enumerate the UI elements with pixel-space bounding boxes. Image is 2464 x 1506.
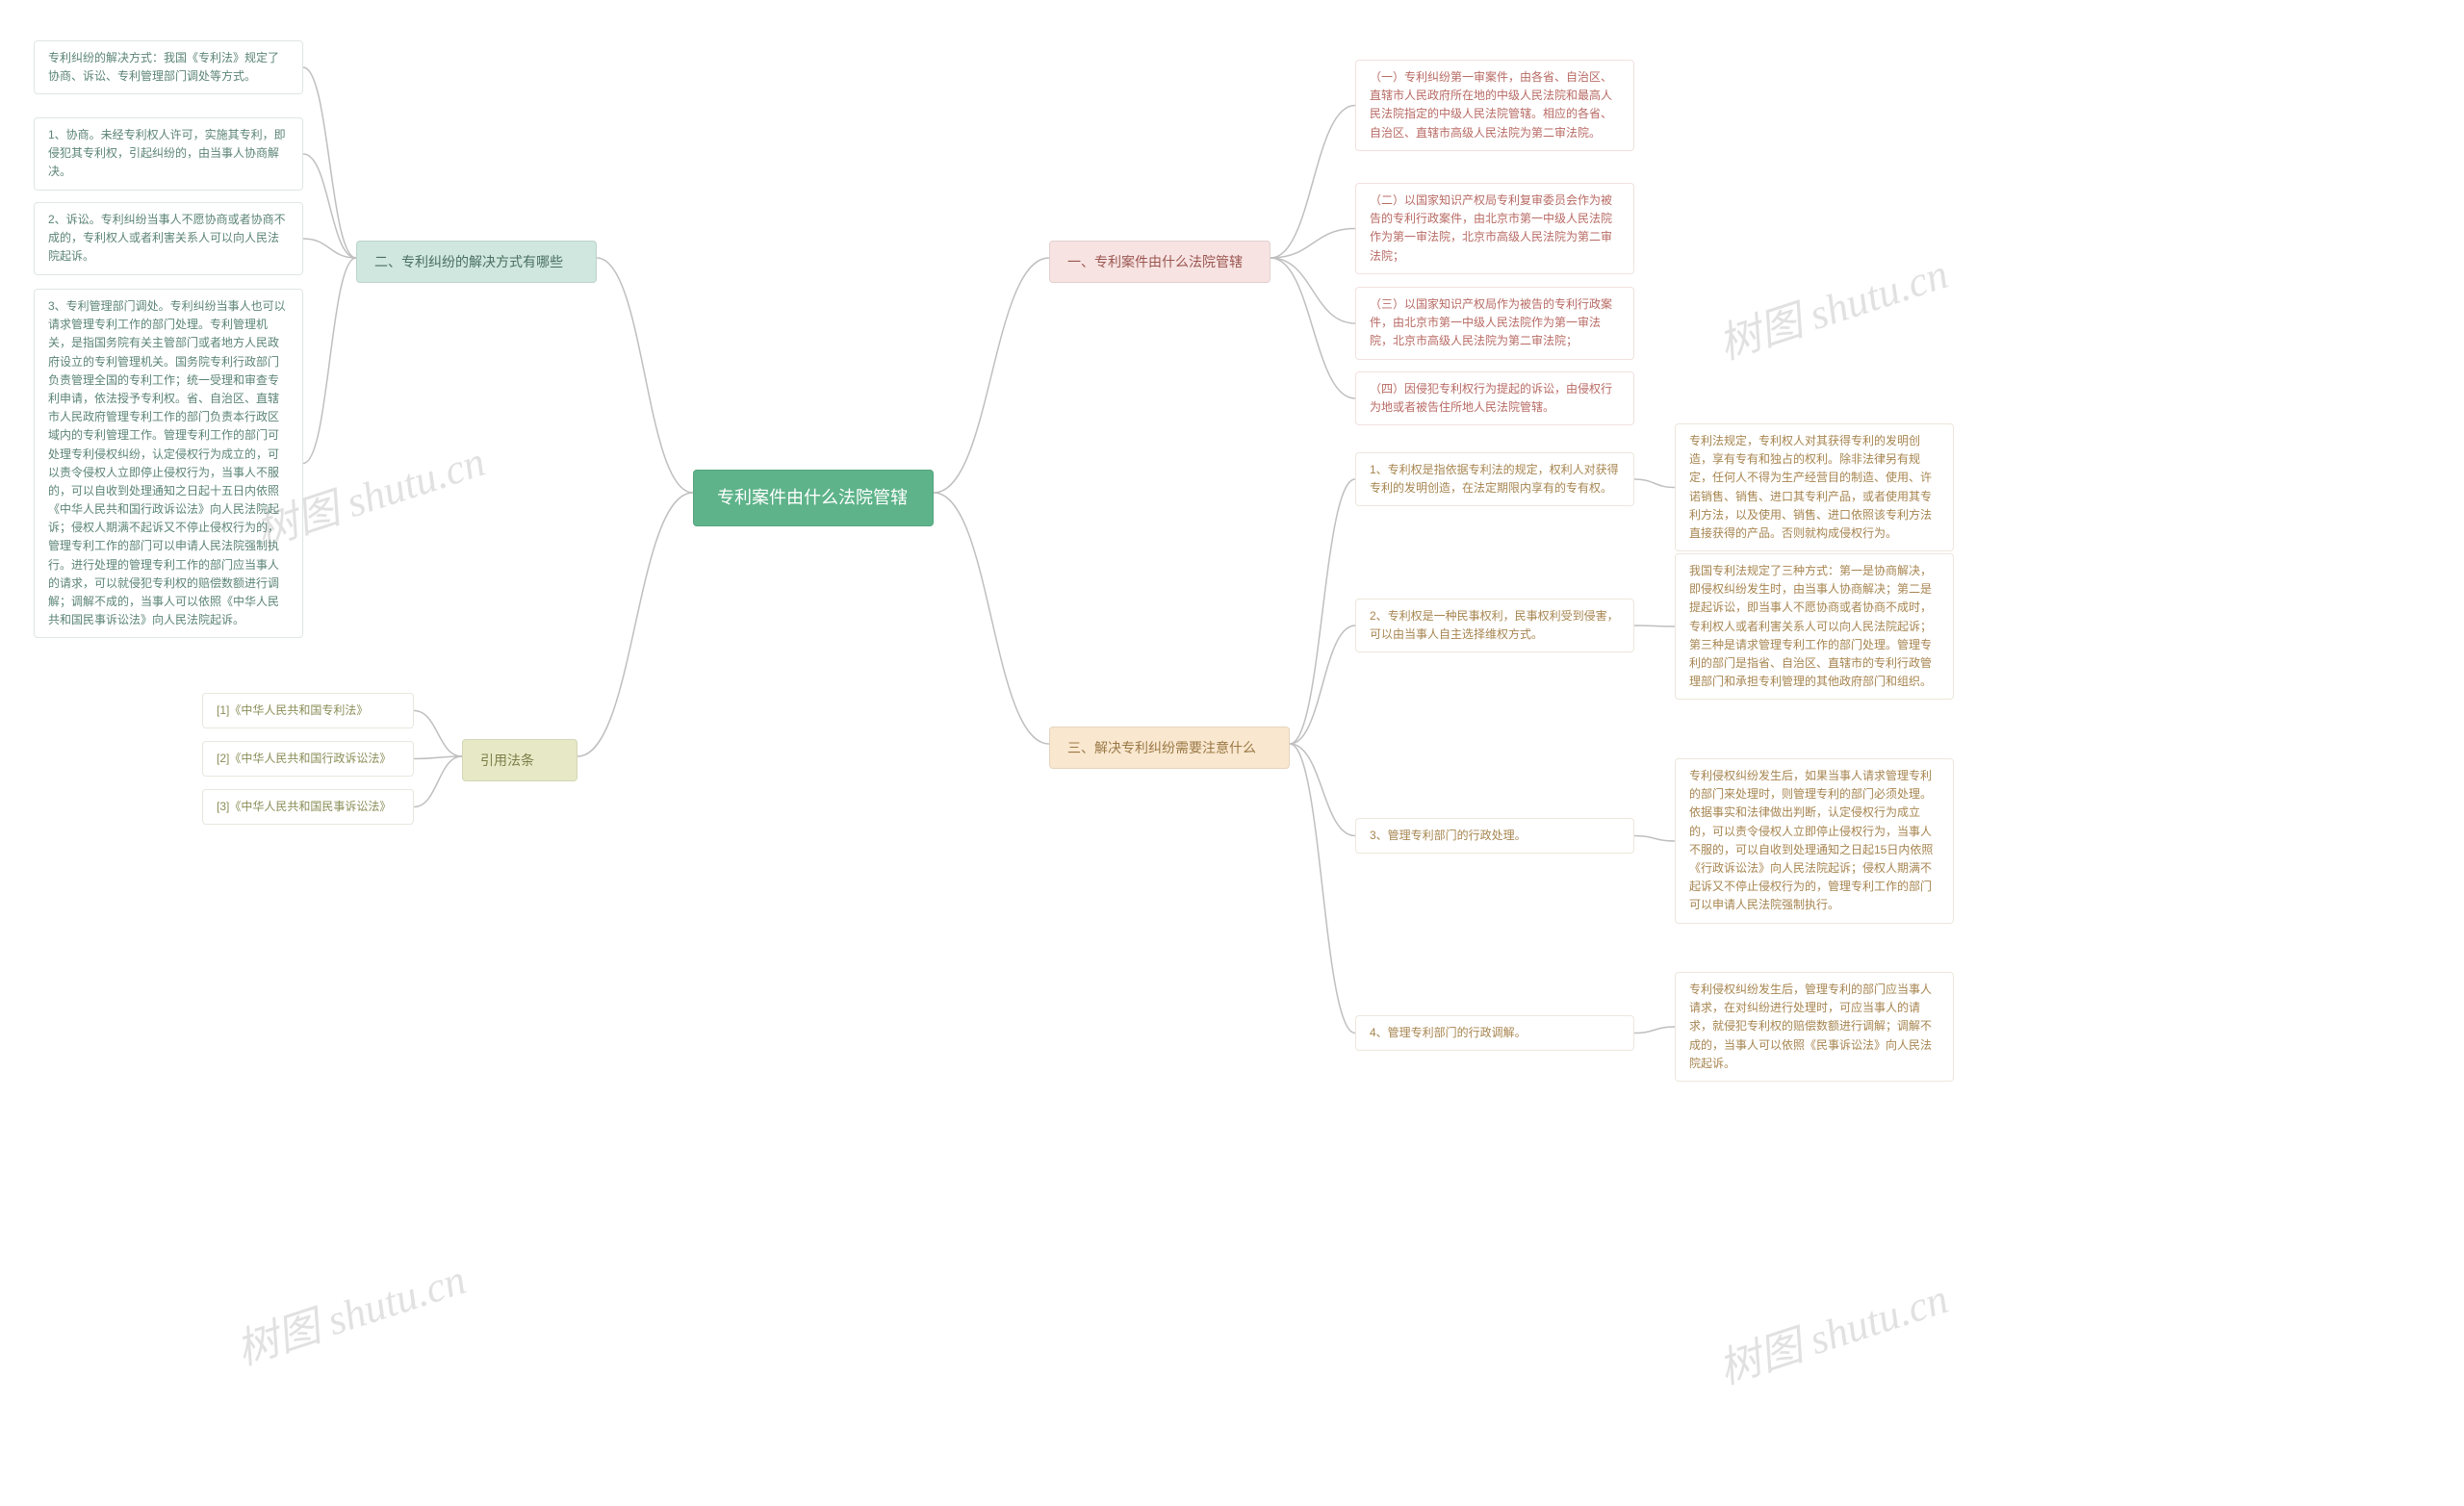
subleaf-node: 我国专利法规定了三种方式：第一是协商解决，即侵权纠纷发生时，由当事人协商解决；第…	[1675, 553, 1954, 700]
leaf-node: 1、协商。未经专利权人许可，实施其专利，即侵犯其专利权，引起纠纷的，由当事人协商…	[34, 117, 303, 191]
branch-node[interactable]: 三、解决专利纠纷需要注意什么	[1049, 727, 1290, 769]
leaf-node: 4、管理专利部门的行政调解。	[1355, 1015, 1634, 1051]
leaf-node: 3、专利管理部门调处。专利纠纷当事人也可以请求管理专利工作的部门处理。专利管理机…	[34, 289, 303, 638]
leaf-node: 专利纠纷的解决方式：我国《专利法》规定了协商、诉讼、专利管理部门调处等方式。	[34, 40, 303, 94]
leaf-node: 2、专利权是一种民事权利，民事权利受到侵害，可以由当事人自主选择维权方式。	[1355, 599, 1634, 652]
branch-node[interactable]: 引用法条	[462, 739, 578, 781]
leaf-node: 1、专利权是指依据专利法的规定，权利人对获得专利的发明创造，在法定期限内享有的专…	[1355, 452, 1634, 506]
watermark: 树图 shutu.cn	[227, 1244, 473, 1376]
leaf-node: [1]《中华人民共和国专利法》	[202, 693, 414, 728]
mindmap-canvas: 专利案件由什么法院管辖 一、专利案件由什么法院管辖 （一）专利纠纷第一审案件，由各省…	[0, 0, 2464, 1506]
center-node[interactable]: 专利案件由什么法院管辖	[693, 470, 934, 526]
subleaf-node: 专利侵权纠纷发生后，如果当事人请求管理专利的部门来处理时，则管理专利的部门必须处…	[1675, 758, 1954, 924]
subleaf-node: 专利法规定，专利权人对其获得专利的发明创造，享有专有和独占的权利。除非法律另有规…	[1675, 423, 1954, 551]
leaf-node: （一）专利纠纷第一审案件，由各省、自治区、直辖市人民政府所在地的中级人民法院和最…	[1355, 60, 1634, 151]
leaf-node: 2、诉讼。专利纠纷当事人不愿协商或者协商不成的，专利权人或者利害关系人可以向人民…	[34, 202, 303, 275]
branch-node[interactable]: 二、专利纠纷的解决方式有哪些	[356, 241, 597, 283]
branch-node[interactable]: 一、专利案件由什么法院管辖	[1049, 241, 1270, 283]
leaf-node: （三）以国家知识产权局作为被告的专利行政案件，由北京市第一中级人民法院作为第一审…	[1355, 287, 1634, 360]
subleaf-node: 专利侵权纠纷发生后，管理专利的部门应当事人请求，在对纠纷进行处理时，可应当事人的…	[1675, 972, 1954, 1082]
leaf-node: [2]《中华人民共和国行政诉讼法》	[202, 741, 414, 777]
watermark: 树图 shutu.cn	[1709, 239, 1955, 370]
leaf-node: 3、管理专利部门的行政处理。	[1355, 818, 1634, 854]
watermark: 树图 shutu.cn	[1709, 1264, 1955, 1395]
leaf-node: [3]《中华人民共和国民事诉讼法》	[202, 789, 414, 825]
leaf-node: （四）因侵犯专利权行为提起的诉讼，由侵权行为地或者被告住所地人民法院管辖。	[1355, 371, 1634, 425]
leaf-node: （二）以国家知识产权局专利复审委员会作为被告的专利行政案件，由北京市第一中级人民…	[1355, 183, 1634, 274]
